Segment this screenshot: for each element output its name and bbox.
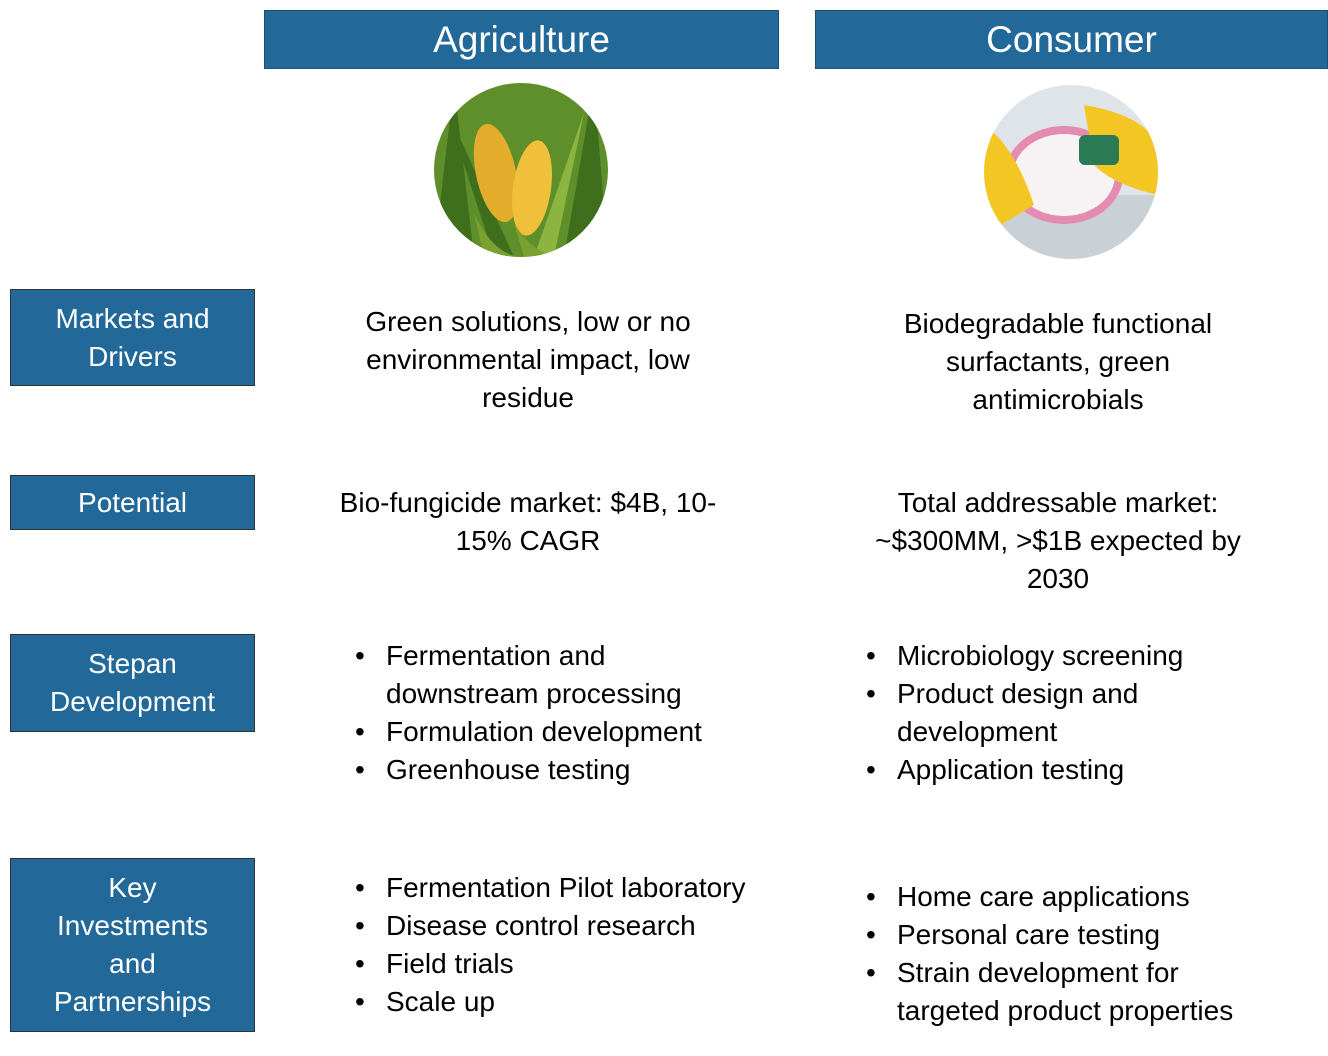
column-header: Consumer — [815, 10, 1328, 69]
column-header: Agriculture — [264, 10, 779, 69]
bullet-item: Fermentation Pilot laboratory — [355, 869, 754, 907]
cell-text: Biodegradable functional surfactants, gr… — [903, 308, 1213, 415]
row-label: Stepan Development — [10, 634, 255, 732]
row-label-text: Key Investments and Partnerships — [53, 872, 212, 1017]
bullet-list: Fermentation Pilot laboratoryDisease con… — [355, 869, 754, 1021]
corn-photo — [434, 83, 608, 257]
bullet-list: Home care applicationsPersonal care test… — [866, 878, 1287, 1030]
bullet-item: Greenhouse testing — [355, 751, 754, 789]
bullet-list: Microbiology screeningProduct design and… — [866, 637, 1287, 789]
bullet-item: Scale up — [355, 983, 754, 1021]
bullet-list: Fermentation and downstream processingFo… — [355, 637, 754, 789]
cell-text: Bio-fungicide market: $4B, 10-15% CAGR — [339, 487, 717, 556]
row-label: Markets and Drivers — [10, 289, 255, 386]
dishwashing-photo — [984, 85, 1158, 259]
bullet-item: Fermentation and downstream processing — [355, 637, 754, 713]
bullet-item: Formulation development — [355, 713, 754, 751]
cell-text: Green solutions, low or no environmental… — [365, 306, 691, 413]
bullet-item: Disease control research — [355, 907, 754, 945]
row-label-text: Stepan Development — [50, 648, 215, 717]
row-label: Key Investments and Partnerships — [10, 858, 255, 1032]
cell-text: Total addressable market: ~$300MM, >$1B … — [875, 487, 1241, 594]
bullet-item: Product design and development — [866, 675, 1287, 751]
bullet-item: Strain development for targeted product … — [866, 954, 1287, 1030]
bullet-item: Application testing — [866, 751, 1287, 789]
row-label-text: Markets and Drivers — [55, 302, 210, 372]
row-label: Potential — [10, 475, 255, 530]
row-label-text: Potential — [78, 486, 187, 518]
bullet-item: Field trials — [355, 945, 754, 983]
bullet-item: Home care applications — [866, 878, 1287, 916]
bullet-item: Personal care testing — [866, 916, 1287, 954]
bullet-item: Microbiology screening — [866, 637, 1287, 675]
